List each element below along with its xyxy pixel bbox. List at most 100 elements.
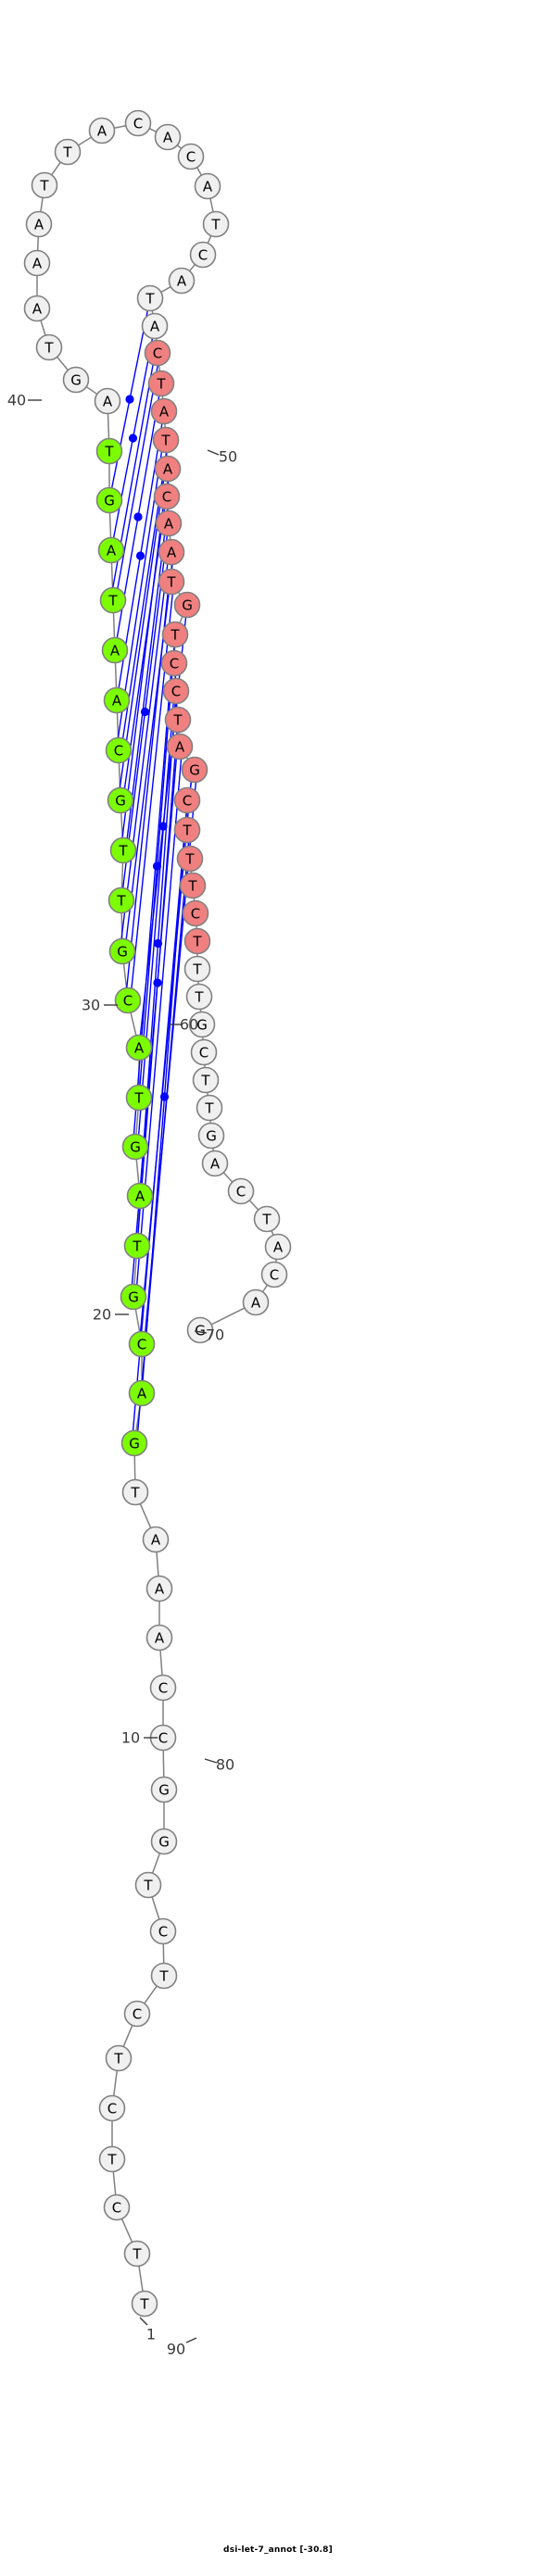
nucleotide-78[interactable]: C [182, 899, 209, 927]
nucleotide-48[interactable]: A [88, 117, 116, 145]
nucleotide-circle[interactable] [128, 1330, 156, 1358]
nucleotide-13[interactable]: C [149, 1724, 177, 1752]
nucleotide-84[interactable]: T [192, 1066, 220, 1094]
nucleotide-circle[interactable] [144, 339, 171, 367]
nucleotide-59[interactable]: T [147, 370, 175, 397]
nucleotide-80[interactable]: T [183, 955, 211, 983]
nucleotide-circle[interactable] [123, 2000, 151, 2028]
nucleotide-circle[interactable] [141, 312, 169, 340]
nucleotide-circle[interactable] [160, 649, 188, 677]
nucleotide-circle[interactable] [227, 1177, 255, 1205]
nucleotide-circle[interactable] [158, 538, 185, 566]
nucleotide-circle[interactable] [98, 2145, 126, 2173]
nucleotide-circle[interactable] [142, 1526, 170, 1553]
nucleotide-64[interactable]: A [155, 509, 183, 537]
nucleotide-circle[interactable] [150, 1962, 178, 1990]
nucleotide-33[interactable]: C [105, 736, 133, 764]
nucleotide-82[interactable]: G [188, 1011, 216, 1038]
nucleotide-32[interactable]: G [107, 786, 134, 814]
nucleotide-79[interactable]: T [183, 927, 211, 955]
nucleotide-circle[interactable] [177, 143, 205, 170]
nucleotide-90[interactable]: A [264, 1233, 292, 1261]
nucleotide-43[interactable]: A [23, 295, 51, 322]
nucleotide-circle[interactable] [173, 816, 201, 844]
nucleotide-circle[interactable] [35, 333, 63, 361]
nucleotide-circle[interactable] [150, 397, 178, 425]
nucleotide-circle[interactable] [168, 267, 196, 295]
nucleotide-16[interactable]: A [145, 1575, 173, 1602]
nucleotide-63[interactable]: C [153, 483, 181, 510]
nucleotide-28[interactable]: C [114, 986, 142, 1014]
nucleotide-89[interactable]: T [253, 1205, 281, 1233]
nucleotide-61[interactable]: T [152, 426, 180, 454]
nucleotide-29[interactable]: G [108, 937, 136, 965]
nucleotide-20[interactable]: A [128, 1379, 156, 1407]
nucleotide-50[interactable]: A [154, 123, 182, 151]
nucleotide-circle[interactable] [125, 1034, 153, 1062]
nucleotide-5[interactable]: C [98, 2094, 126, 2122]
nucleotide-54[interactable]: C [189, 241, 217, 269]
nucleotide-85[interactable]: T [196, 1094, 223, 1122]
nucleotide-23[interactable]: T [123, 1232, 151, 1260]
nucleotide-circle[interactable] [196, 1094, 223, 1122]
nucleotide-circle[interactable] [98, 2094, 126, 2122]
nucleotide-65[interactable]: A [158, 538, 185, 566]
nucleotide-69[interactable]: C [160, 649, 188, 677]
nucleotide-circle[interactable] [114, 986, 142, 1014]
nucleotide-14[interactable]: C [149, 1674, 177, 1702]
nucleotide-circle[interactable] [126, 1182, 154, 1210]
nucleotide-12[interactable]: G [150, 1776, 178, 1803]
nucleotide-circle[interactable] [183, 927, 211, 955]
nucleotide-15[interactable]: A [145, 1624, 173, 1652]
nucleotide-92[interactable]: A [242, 1288, 270, 1316]
nucleotide-circle[interactable] [124, 109, 152, 137]
nucleotide-21[interactable]: C [128, 1330, 156, 1358]
nucleotide-circle[interactable] [183, 955, 211, 983]
nucleotide-73[interactable]: G [181, 756, 208, 784]
nucleotide-93[interactable]: G [186, 1316, 214, 1344]
nucleotide-83[interactable]: C [190, 1038, 218, 1066]
nucleotide-45[interactable]: A [25, 210, 53, 238]
nucleotide-30[interactable]: T [107, 886, 135, 914]
nucleotide-11[interactable]: G [150, 1828, 178, 1855]
nucleotide-10[interactable]: T [134, 1871, 162, 1899]
nucleotide-9[interactable]: C [149, 1917, 177, 1945]
nucleotide-circle[interactable] [264, 1233, 292, 1261]
nucleotide-68[interactable]: T [161, 621, 189, 648]
nucleotide-circle[interactable] [131, 2290, 158, 2318]
nucleotide-circle[interactable] [164, 706, 192, 734]
nucleotide-circle[interactable] [150, 1828, 178, 1855]
nucleotide-circle[interactable] [189, 241, 217, 269]
nucleotide-circle[interactable] [176, 845, 204, 873]
nucleotide-circle[interactable] [186, 1316, 214, 1344]
nucleotide-circle[interactable] [149, 1674, 177, 1702]
nucleotide-60[interactable]: A [150, 397, 178, 425]
nucleotide-circle[interactable] [154, 123, 182, 151]
nucleotide-circle[interactable] [145, 1624, 173, 1652]
nucleotide-circle[interactable] [107, 886, 135, 914]
nucleotide-circle[interactable] [103, 2193, 131, 2221]
nucleotide-circle[interactable] [31, 171, 58, 199]
nucleotide-35[interactable]: A [101, 636, 129, 664]
nucleotide-86[interactable]: G [197, 1122, 225, 1150]
nucleotide-circle[interactable] [161, 621, 189, 648]
nucleotide-7[interactable]: C [123, 2000, 151, 2028]
nucleotide-circle[interactable] [128, 1379, 156, 1407]
nucleotide-81[interactable]: T [185, 983, 213, 1011]
nucleotide-8[interactable]: T [150, 1962, 178, 1990]
nucleotide-53[interactable]: T [202, 210, 230, 238]
nucleotide-44[interactable]: A [23, 249, 51, 277]
nucleotide-circle[interactable] [25, 210, 53, 238]
nucleotide-circle[interactable] [125, 1084, 153, 1112]
nucleotide-circle[interactable] [123, 1232, 151, 1260]
nucleotide-circle[interactable] [101, 636, 129, 664]
nucleotide-circle[interactable] [152, 426, 180, 454]
nucleotide-circle[interactable] [155, 509, 183, 537]
nucleotide-40[interactable]: A [94, 387, 121, 415]
nucleotide-circle[interactable] [95, 486, 123, 514]
nucleotide-87[interactable]: A [201, 1150, 229, 1177]
nucleotide-circle[interactable] [166, 733, 194, 760]
nucleotide-circle[interactable] [107, 786, 134, 814]
nucleotide-circle[interactable] [188, 1011, 216, 1038]
nucleotide-circle[interactable] [108, 937, 136, 965]
